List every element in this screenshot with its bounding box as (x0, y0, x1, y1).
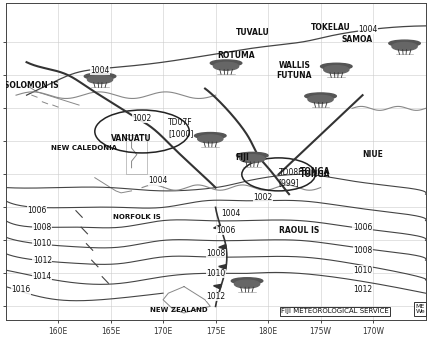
Polygon shape (214, 284, 221, 289)
Ellipse shape (214, 62, 239, 70)
Text: 1002: 1002 (133, 114, 152, 123)
Ellipse shape (308, 95, 333, 103)
Ellipse shape (320, 63, 352, 69)
Text: 1004: 1004 (222, 210, 241, 218)
Text: TONGA: TONGA (300, 166, 331, 176)
Text: 1014: 1014 (33, 272, 52, 281)
Text: 1008: 1008 (353, 246, 372, 255)
Text: RAOUL IS: RAOUL IS (279, 226, 320, 235)
Text: NORFOLK IS: NORFOLK IS (113, 214, 161, 220)
Text: TONGA: TONGA (300, 170, 331, 179)
Text: 1004: 1004 (91, 66, 110, 75)
Polygon shape (219, 244, 227, 249)
Text: SAMOA: SAMOA (342, 35, 373, 44)
Ellipse shape (88, 76, 113, 83)
Ellipse shape (195, 133, 226, 139)
Ellipse shape (389, 40, 420, 46)
Text: TUVALU: TUVALU (236, 28, 269, 37)
Ellipse shape (198, 135, 223, 143)
Text: FIJI METEOROLOGICAL SERVICE: FIJI METEOROLOGICAL SERVICE (281, 308, 389, 314)
Ellipse shape (392, 42, 417, 51)
Text: NEW ZEALAND: NEW ZEALAND (150, 307, 208, 313)
Text: 1010: 1010 (33, 239, 52, 248)
Text: ME
We: ME We (416, 303, 425, 314)
Text: TD08F
[999]: TD08F [999] (278, 168, 303, 187)
Ellipse shape (324, 66, 349, 74)
Text: 1010: 1010 (353, 265, 372, 275)
Ellipse shape (210, 60, 242, 66)
Text: 1004: 1004 (358, 25, 378, 34)
Text: WALLIS: WALLIS (278, 61, 310, 70)
Text: 1012: 1012 (353, 285, 372, 294)
Ellipse shape (305, 93, 336, 99)
Text: VANUATU: VANUATU (111, 134, 152, 143)
Text: 1012: 1012 (33, 256, 52, 265)
Text: 1008: 1008 (206, 249, 225, 258)
Text: SOLOMON IS: SOLOMON IS (4, 81, 59, 90)
Polygon shape (214, 225, 221, 230)
Text: 1004: 1004 (148, 177, 167, 185)
Text: TD07F
[1000]: TD07F [1000] (168, 118, 193, 138)
Text: 1006: 1006 (353, 223, 372, 232)
Text: FIJI: FIJI (235, 153, 249, 162)
Ellipse shape (236, 152, 268, 159)
Ellipse shape (85, 73, 116, 79)
Polygon shape (219, 264, 227, 269)
Text: 1016: 1016 (12, 285, 31, 294)
Text: 1006: 1006 (27, 206, 47, 215)
Text: NEW CALEDONIA: NEW CALEDONIA (51, 145, 117, 151)
Text: 1012: 1012 (206, 292, 225, 301)
Ellipse shape (231, 278, 263, 284)
Text: FUTUNA: FUTUNA (277, 71, 312, 80)
Ellipse shape (235, 280, 260, 288)
Text: NIUE: NIUE (363, 150, 384, 159)
Ellipse shape (240, 155, 265, 163)
Text: ROTUMA: ROTUMA (218, 51, 255, 60)
Text: 1002: 1002 (253, 193, 272, 202)
Text: 1006: 1006 (216, 226, 236, 235)
Text: 1010: 1010 (206, 269, 225, 278)
Text: TOKELAU: TOKELAU (311, 23, 351, 32)
Text: 1008: 1008 (33, 223, 52, 232)
